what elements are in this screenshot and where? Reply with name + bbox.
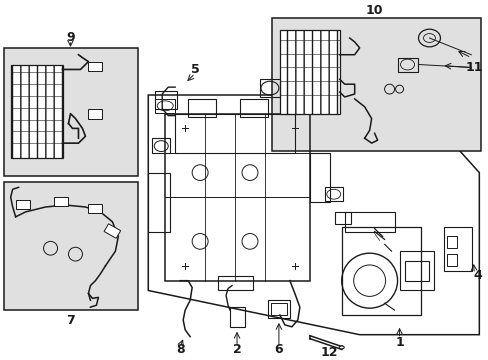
Bar: [341, 227, 421, 315]
Bar: [344, 212, 394, 231]
Text: 1: 1: [394, 336, 403, 349]
Bar: [88, 62, 102, 71]
Bar: [447, 254, 456, 266]
Bar: [309, 153, 329, 202]
Bar: [240, 99, 267, 117]
Bar: [260, 79, 279, 97]
Text: 9: 9: [66, 31, 75, 44]
Text: 7: 7: [66, 314, 75, 328]
Text: 8: 8: [176, 343, 184, 356]
Bar: [279, 30, 339, 114]
Bar: [188, 99, 216, 117]
Text: 2: 2: [232, 343, 241, 356]
Text: 5: 5: [190, 63, 199, 76]
Bar: [148, 172, 170, 231]
Text: 12: 12: [320, 346, 338, 359]
Bar: [447, 237, 456, 248]
Text: 4: 4: [472, 269, 481, 282]
Bar: [53, 197, 67, 206]
Bar: [399, 251, 433, 291]
Bar: [404, 261, 428, 281]
Bar: [4, 183, 138, 310]
Bar: [267, 300, 289, 318]
Bar: [16, 200, 30, 209]
Bar: [218, 276, 252, 291]
Bar: [444, 227, 471, 271]
Text: 6: 6: [274, 343, 283, 356]
Bar: [334, 212, 350, 224]
Bar: [229, 307, 244, 327]
Text: 3: 3: [283, 61, 292, 74]
Bar: [155, 91, 177, 109]
Bar: [88, 204, 102, 213]
Text: 10: 10: [365, 4, 383, 17]
Bar: [324, 187, 342, 201]
Bar: [175, 114, 294, 153]
Text: 11: 11: [465, 61, 482, 74]
Bar: [155, 99, 175, 113]
Bar: [270, 303, 286, 315]
Bar: [88, 109, 102, 118]
Bar: [152, 138, 170, 153]
Bar: [4, 48, 138, 176]
Ellipse shape: [339, 346, 344, 349]
Bar: [11, 64, 62, 158]
Bar: [271, 18, 480, 151]
Bar: [104, 224, 121, 238]
Bar: [397, 58, 417, 72]
